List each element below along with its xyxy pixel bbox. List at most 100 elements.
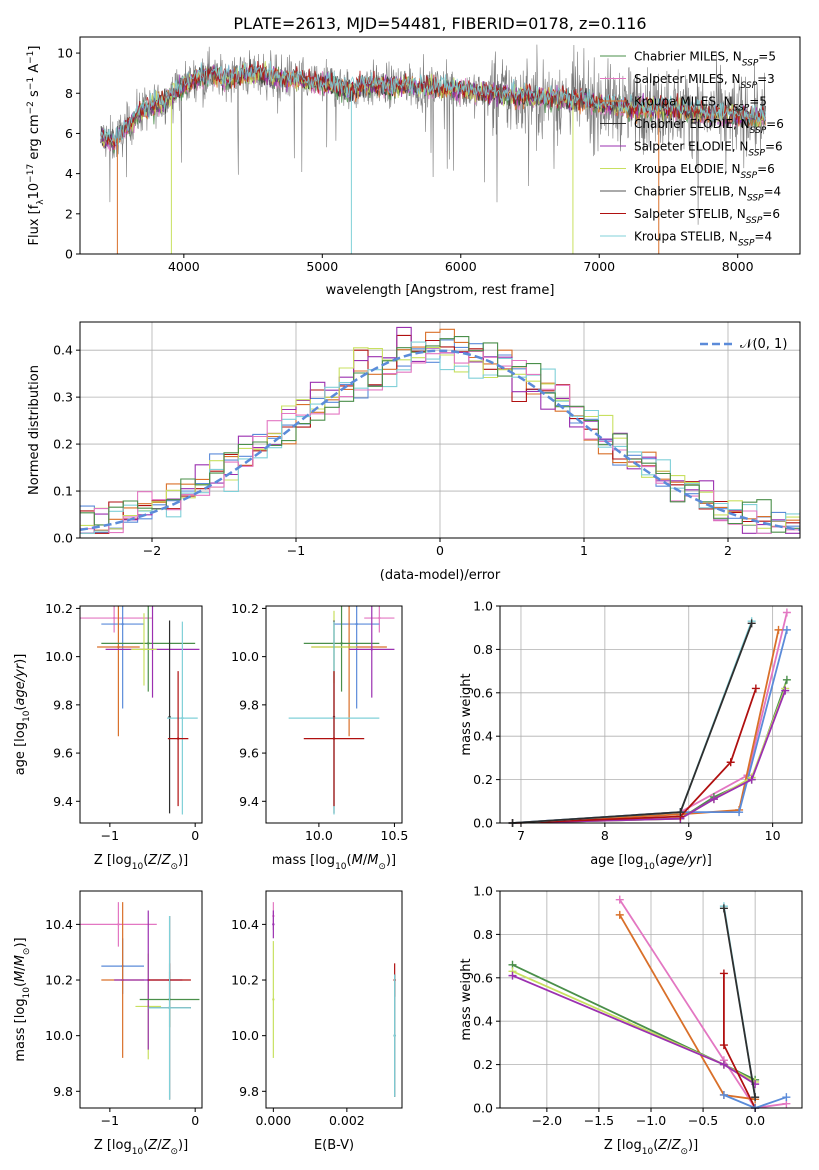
mass_vs_Z-points: [80, 902, 200, 1100]
data-spectrum-line: [100, 44, 766, 225]
x-axis-label-part: ⊙: [378, 862, 386, 872]
y-axis-label: mass weight: [459, 958, 474, 1040]
legend-label-part: Kroupa ELODIE, N: [634, 162, 741, 176]
x-axis-label-part: ⊙: [170, 1147, 178, 1157]
legend-label-part: Kroupa MILES, N: [634, 95, 733, 109]
legend-label-part: Salpeter MILES, N: [634, 72, 741, 86]
legend-label: Salpeter MILES, NSSP=3: [634, 72, 775, 91]
y-tick-label: 10: [57, 46, 73, 61]
data-point: [168, 715, 171, 719]
y-axis-label-part: age/yr: [13, 662, 28, 705]
series-line-salp_miles: [619, 899, 787, 1109]
legend-label-part: Kroupa STELIB, N: [634, 230, 738, 244]
data-point: [147, 642, 150, 645]
plus-marker: [747, 619, 756, 628]
plus-marker: [719, 904, 728, 913]
y-axis-label: mass weight: [459, 673, 474, 755]
y-axis-label-part: M: [13, 971, 28, 982]
plus-marker: [719, 1041, 728, 1050]
age_vs_mass-points: [288, 606, 395, 815]
x-tick-label: −2.0: [532, 1113, 562, 1128]
data-point: [142, 648, 146, 651]
series-line-salp_elodie: [512, 690, 787, 824]
x-tick-label: −1.0: [636, 1113, 666, 1128]
data-point: [117, 645, 120, 649]
data-point: [168, 1006, 171, 1010]
x-axis-label-part: /: [363, 853, 368, 868]
data-point: [355, 622, 358, 626]
x-axis-label-part: 10: [132, 1147, 144, 1157]
y-tick-label: 9.8: [53, 697, 73, 712]
plus-marker: [782, 625, 791, 634]
legend-label: Kroupa MILES, NSSP=5: [634, 95, 767, 114]
x-axis-label-part: /: [157, 1138, 162, 1153]
plus-marker: [709, 795, 718, 804]
legend-label-part: SSP: [750, 126, 767, 136]
y-tick-label: 0.8: [473, 927, 493, 942]
x-tick-label: 10: [765, 828, 781, 843]
age_vs_Z-frame: [79, 605, 203, 824]
x-axis-label-part: )]: [702, 853, 712, 868]
y-axis-label-part: ]: [27, 46, 42, 51]
y-axis-label-part: −1: [26, 51, 36, 64]
x-axis-label-part: /: [157, 853, 162, 868]
plus-marker: [719, 969, 728, 978]
y-axis-label-part: −2: [26, 101, 36, 114]
weight_vs_age-frame: [499, 605, 803, 824]
x-axis-label-part: (: [347, 853, 352, 868]
plus-marker: [508, 971, 517, 980]
x-tick-label: 2: [724, 543, 732, 558]
legend-label-part: Chabrier MILES, N: [634, 50, 742, 64]
series-line-salp_stelib: [723, 973, 756, 1109]
mass_vs_ebv-points: [272, 902, 396, 1097]
x-axis-label-part: 10: [132, 862, 144, 872]
x-tick-label: −1: [101, 828, 119, 843]
x-axis-label: E(B-V): [314, 1138, 354, 1153]
y-tick-label: 9.4: [53, 794, 73, 809]
x-axis-label: mass [log10(M/M⊙)]: [272, 853, 396, 872]
y-axis-label: Flux [fλ10−17 erg cm−2 s−1 A−1]: [26, 46, 46, 246]
x-tick-label: 6000: [445, 259, 477, 274]
x-tick-label: 10.5: [381, 828, 409, 843]
legend-label: Salpeter ELODIE, NSSP=6: [634, 140, 783, 159]
legend-label-part: Chabrier ELODIE, N: [634, 117, 750, 131]
legend-label-part: =5: [758, 50, 776, 64]
y-axis-label-part: s: [27, 90, 42, 101]
y-tick-label: 9.8: [239, 697, 259, 712]
data-point: [340, 642, 343, 645]
x-axis-label-part: )]: [178, 1138, 188, 1153]
legend-label-part: =4: [754, 230, 772, 244]
x-axis-label-part: 10: [642, 1147, 654, 1157]
plus-marker: [782, 608, 791, 617]
y-axis-label-part: 10: [27, 183, 42, 200]
series-line-chab_elodie: [723, 908, 756, 1098]
x-axis-label: wavelength [Angstrom, rest frame]: [326, 283, 555, 298]
plus-marker: [774, 625, 783, 634]
y-tick-label: 9.8: [239, 1084, 259, 1099]
y-tick-label: 0.4: [473, 729, 493, 744]
legend-label: Kroupa ELODIE, NSSP=6: [634, 162, 775, 181]
y-tick-label: 6: [65, 126, 73, 141]
y-axis-label: age [log10(age/yr)]: [13, 654, 32, 776]
x-axis-label-part: 10: [643, 862, 655, 872]
data-point: [117, 923, 120, 926]
y-axis-label-part: mass [log: [13, 998, 28, 1061]
plus-marker: [726, 758, 735, 767]
y-tick-label: 10.0: [231, 649, 259, 664]
legend-label: Salpeter STELIB, NSSP=6: [634, 207, 780, 226]
legend-label-part: =6: [757, 162, 775, 176]
y-tick-label: 2: [65, 206, 73, 221]
series-line-chab_miles: [512, 679, 788, 824]
x-axis-label-part: ⊙: [680, 1147, 688, 1157]
x-axis-label-part: Z: [671, 1138, 682, 1153]
y-tick-label: 10.2: [231, 601, 259, 616]
spectrum-panel: 4000 5000 6000 7000 8000 0 2 4 6 8 10 wavelength [A…: [26, 36, 801, 298]
y-tick-label: 9.6: [239, 746, 259, 761]
data-point: [370, 648, 373, 651]
series-line-blue: [512, 629, 788, 824]
x-axis-label: Z [log10(Z/Z⊙)]: [94, 853, 188, 872]
series-line-krou_stelib: [100, 60, 766, 146]
y-tick-label: 0.2: [473, 772, 493, 787]
legend-label-part: SSP: [747, 194, 764, 204]
x-axis-label-part: Z [log: [94, 853, 132, 868]
